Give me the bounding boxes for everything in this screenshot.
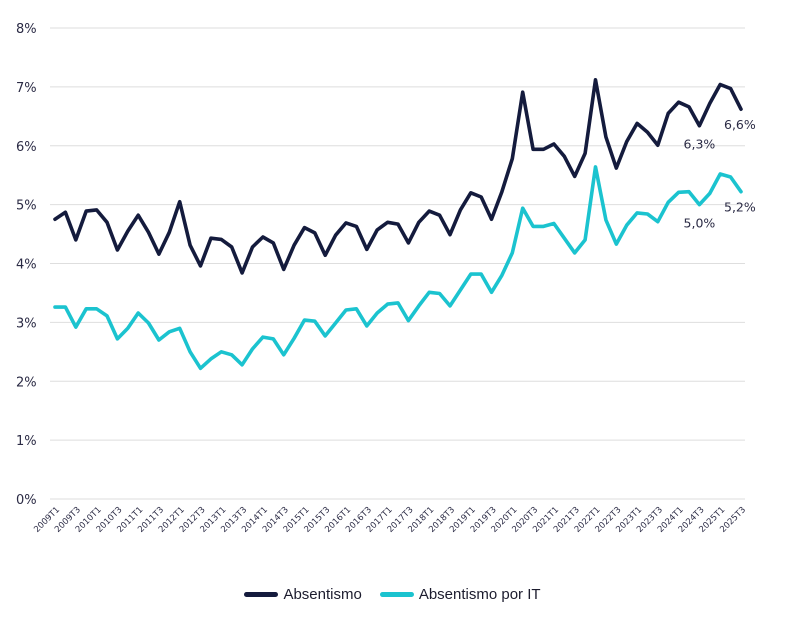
y-tick-label: 6% [16,140,37,155]
y-tick-label: 2% [16,375,37,390]
data-label: 6,6% [724,117,756,132]
x-axis: 2009T12009T32010T12010T32011T12011T32012… [32,505,748,535]
y-tick-label: 3% [16,316,37,331]
line-chart: 0% 1% 2% 3% 4% 5% 6% 7% 8% 2009T12009T32010T1201… [16,22,756,535]
data-label: 6,3% [684,137,716,152]
y-tick-label: 0% [16,493,37,508]
legend: Absentismo Absentismo por IT [0,586,785,603]
legend-label: Absentismo [283,586,362,603]
legend-swatch-absentismo-por-it [379,592,414,597]
series-line-absentismo-por-it [53,165,743,371]
series-layer [53,78,743,371]
y-tick-label: 7% [16,81,37,96]
grid-layer [50,27,745,500]
legend-item-absentismo-por-it[interactable]: Absentismo por IT [379,586,541,603]
data-label: 5,2% [724,200,756,215]
data-label: 5,0% [684,216,716,231]
y-tick-label: 8% [16,22,37,37]
y-axis: 0% 1% 2% 3% 4% 5% 6% 7% 8% [16,22,37,508]
legend-item-absentismo[interactable]: Absentismo [244,586,362,603]
series-line-absentismo [53,78,743,275]
annotations: 6,3% 6,6% 5,0% 5,2% [684,117,756,230]
y-tick-label: 1% [16,434,37,449]
legend-label: Absentismo por IT [418,586,541,603]
y-tick-label: 4% [16,258,37,273]
y-tick-label: 5% [16,199,37,214]
legend-swatch-absentismo [244,592,279,597]
